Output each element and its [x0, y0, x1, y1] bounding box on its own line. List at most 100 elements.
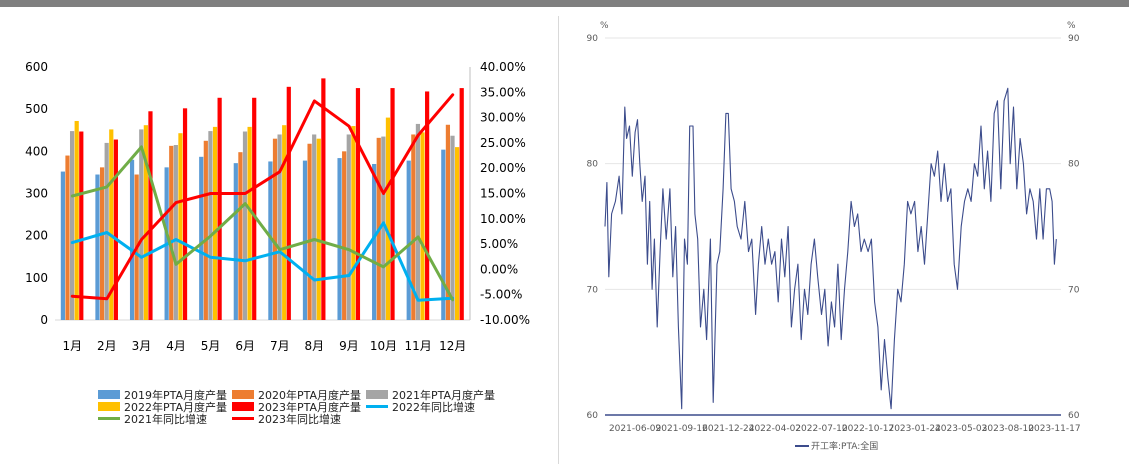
x-tick-label: 2月: [97, 339, 117, 353]
y-tick-label: 100: [25, 271, 48, 285]
bar-3-11: [455, 147, 460, 320]
y-tick-label-right: 70: [1068, 285, 1080, 295]
legend-label-1: 2020年PTA月度产量: [258, 388, 361, 402]
x-tick-label: 2021-06-09: [609, 424, 662, 434]
bar-4-7: [321, 78, 326, 320]
bar-1-10: [411, 134, 416, 320]
legend-label-0: 2019年PTA月度产量: [124, 388, 227, 402]
x-tick-label: 2023-05-03: [935, 424, 987, 434]
y-tick-label: 500: [25, 102, 48, 116]
y-tick-label-left: 90: [587, 34, 599, 44]
bar-4-3: [182, 108, 188, 320]
y2-tick-label: 25.00%: [480, 136, 526, 150]
bar-4-0: [79, 131, 84, 320]
y-tick-label-right: 80: [1068, 160, 1080, 170]
x-tick-label: 7月: [270, 339, 290, 353]
y-unit-right: %: [1067, 21, 1076, 31]
bar-3-6: [282, 125, 287, 320]
bar-0-5: [233, 163, 238, 320]
legend-swatch-2: [366, 390, 388, 399]
y2-tick-label: 20.00%: [480, 161, 526, 175]
x-tick-label: 2022-10-17: [842, 424, 894, 434]
bar-3-2: [143, 125, 148, 320]
bar-3-10: [420, 132, 425, 320]
bar-0-9: [372, 163, 377, 320]
legend-label-7: 2023年同比增速: [258, 412, 341, 426]
bar-1-5: [238, 152, 243, 320]
bar-2-8: [346, 134, 351, 320]
x-tick-label: 3月: [132, 339, 152, 353]
y2-tick-label: -5.00%: [480, 288, 522, 302]
y-tick-label-left: 70: [587, 285, 599, 295]
legend-label-6: 2021年同比增速: [124, 412, 207, 426]
bar-0-11: [441, 149, 446, 320]
y2-tick-label: 40.00%: [480, 60, 526, 74]
bar-1-3: [169, 145, 174, 320]
x-tick-label: 1月: [62, 339, 82, 353]
y-unit-left: %: [600, 21, 609, 31]
legend-label-3: 2022年PTA月度产量: [124, 400, 227, 414]
bar-0-4: [199, 156, 204, 320]
bar-2-6: [277, 134, 282, 320]
x-tick-label: 11月: [404, 339, 431, 353]
bar-4-1: [113, 139, 118, 320]
x-tick-label: 2023-08-10: [982, 424, 1035, 434]
bar-3-1: [109, 129, 114, 320]
panel-divider: [558, 16, 559, 464]
bar-2-9: [381, 136, 386, 320]
bar-3-3: [178, 133, 183, 320]
bar-4-4: [217, 97, 222, 320]
bar-3-7: [316, 138, 321, 320]
y2-tick-label: 15.00%: [480, 187, 526, 201]
y-tick-label-right: 60: [1068, 411, 1080, 421]
bar-2-4: [208, 131, 213, 320]
bar-4-8: [355, 88, 361, 320]
x-tick-label: 2023-01-24: [888, 424, 941, 434]
y-tick-label: 300: [25, 187, 48, 201]
legend-swatch-0: [98, 390, 120, 399]
bar-0-7: [302, 160, 308, 320]
bar-2-2: [139, 129, 144, 320]
x-tick-label: 4月: [166, 339, 186, 353]
y-tick-label-left: 60: [587, 411, 599, 421]
bar-2-3: [173, 145, 178, 320]
bar-0-8: [337, 158, 342, 320]
y2-tick-label: 5.00%: [480, 237, 518, 251]
x-tick-label: 6月: [235, 339, 255, 353]
bar-3-4: [212, 126, 218, 320]
x-tick-label: 2022-04-02: [749, 424, 801, 434]
bar-4-9: [390, 88, 395, 320]
legend-swatch-4: [232, 402, 254, 411]
x-tick-label: 12月: [439, 339, 466, 353]
line-series-5: [70, 221, 455, 302]
bar-4-10: [425, 91, 430, 320]
bar-1-1: [99, 167, 105, 320]
bar-2-10: [415, 123, 421, 320]
y2-tick-label: -10.00%: [480, 313, 530, 327]
bar-3-9: [385, 117, 391, 320]
bar-2-11: [450, 135, 455, 320]
x-tick-label: 2021-09-16: [656, 424, 709, 434]
line-series-7: [70, 93, 455, 301]
y2-tick-label: 10.00%: [480, 212, 526, 226]
x-tick-label: 2021-12-24: [702, 424, 755, 434]
bar-0-10: [406, 160, 411, 320]
bar-4-6: [286, 86, 291, 321]
line-series-operating-rate: [604, 87, 1057, 410]
bar-0-0: [60, 171, 65, 320]
y-tick-label: 0: [40, 313, 48, 327]
bar-0-2: [129, 159, 135, 320]
left-chart: 0 100 200 300 400 500 600 -10.00% -5.00% 0.00% 5.0…: [25, 60, 530, 426]
bar-2-0: [69, 131, 75, 320]
bar-1-8: [342, 151, 347, 320]
legend-label-2: 2021年PTA月度产量: [392, 388, 495, 402]
y-tick-label-left: 80: [587, 160, 599, 170]
y-tick-label: 200: [25, 229, 48, 243]
bar-0-1: [95, 174, 100, 320]
y2-tick-label: 0.00%: [480, 262, 518, 276]
bar-1-6: [272, 138, 278, 320]
legend-swatch-1: [232, 390, 254, 399]
bar-1-11: [445, 124, 451, 320]
x-tick-label: 9月: [339, 339, 359, 353]
